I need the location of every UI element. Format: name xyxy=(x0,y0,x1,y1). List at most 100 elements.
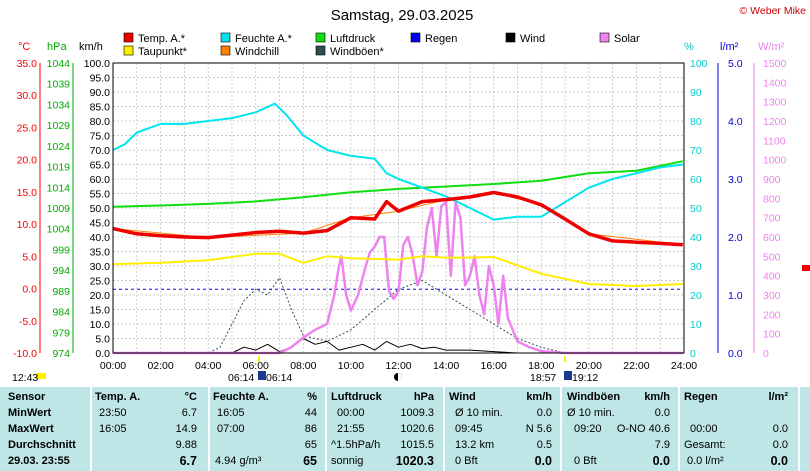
min-label: MinWert xyxy=(8,407,52,419)
legend-swatch xyxy=(220,32,231,43)
max-temp-time: 16:05 xyxy=(99,423,127,435)
max-wind-value: N 5.6 xyxy=(525,423,552,435)
legend-label: Temp. A.* xyxy=(138,33,186,45)
legend-label: Windchill xyxy=(235,46,279,58)
avg-press-trend: ^1.5hPa/h xyxy=(331,439,381,451)
wind-tick-label: 5.0 xyxy=(95,334,110,346)
max-press-value: 1020.6 xyxy=(400,423,434,435)
sunrise-icon xyxy=(258,371,266,380)
x-tick-label: 12:00 xyxy=(385,360,411,372)
max-hum-value: 86 xyxy=(304,423,317,435)
wind-tick-label: 80.0 xyxy=(90,116,111,128)
legend-swatch xyxy=(220,45,231,56)
press-tick-label: 979 xyxy=(52,327,70,339)
hum-tick-label: 0 xyxy=(690,348,696,360)
header-press-unit: hPa xyxy=(413,391,434,403)
wind-tick-label: 90.0 xyxy=(90,87,111,99)
rain-tick-label: 3.0 xyxy=(728,174,743,186)
x-tick-label: 14:00 xyxy=(433,360,459,372)
legend-label: Wind xyxy=(520,33,545,45)
current-wind-value: 0.0 xyxy=(534,454,552,468)
legend-swatch xyxy=(123,32,134,43)
press-tick-label: 1009 xyxy=(47,203,71,215)
max-temp-value: 14.9 xyxy=(175,423,197,435)
min-wind-label: Ø 10 min. xyxy=(455,407,503,419)
wind-tick-label: 85.0 xyxy=(90,102,111,114)
header-gust: Windböen xyxy=(567,391,621,403)
legend-label: Feuchte A.* xyxy=(235,33,293,45)
current-hum-value: 65 xyxy=(303,454,317,468)
current-time-label: 12:43 xyxy=(12,372,38,384)
series-taupunkt xyxy=(112,252,683,287)
temp-tick-label: 5.0 xyxy=(22,251,37,263)
wind-tick-label: 15.0 xyxy=(90,305,111,317)
x-tick-label: 24:00 xyxy=(671,360,697,372)
solar-tick-label: 1200 xyxy=(763,116,787,128)
sun-icon xyxy=(36,373,46,379)
press-tick-label: 1004 xyxy=(47,224,71,236)
wind-tick-label: 65.0 xyxy=(90,160,111,172)
temp-axis-unit: °C xyxy=(18,41,30,53)
avg-rain-label: Gesamt: xyxy=(684,439,726,451)
hum-tick-label: 10 xyxy=(690,319,702,331)
solar-tick-label: 100 xyxy=(763,329,781,341)
stats-avg-row: Durchschnitt 9.88 65 ^1.5hPa/h 1015.5 13… xyxy=(0,438,810,454)
current-press-value: 1020.3 xyxy=(395,454,434,468)
legend: Temp. A.* Feuchte A.* Luftdruck Regen Wind So… xyxy=(123,32,640,58)
legend-label: Solar xyxy=(614,33,640,45)
x-tick-label: 16:00 xyxy=(481,360,507,372)
header-temp: Temp. A. xyxy=(95,391,141,403)
press-tick-label: 1024 xyxy=(47,141,71,153)
x-tick-label: 02:00 xyxy=(147,360,173,372)
press-tick-label: 999 xyxy=(52,244,70,256)
solar-tick-label: 1300 xyxy=(763,97,787,109)
wind-tick-label: 55.0 xyxy=(90,189,111,201)
series-temp-a xyxy=(112,190,683,247)
header-hum: Feuchte A. xyxy=(213,391,269,403)
current-rain-value: 0.0 xyxy=(770,454,788,468)
solar-tick-label: 1400 xyxy=(763,77,787,89)
x-tick-label: 06:00 xyxy=(243,360,269,372)
avg-label: Durchschnitt xyxy=(8,439,76,451)
solar-tick-label: 700 xyxy=(763,213,781,225)
wind-tick-label: 35.0 xyxy=(90,247,111,259)
series-feuchte-a xyxy=(112,102,683,221)
header-wind: Wind xyxy=(449,391,476,403)
temp-tick-label: -5.0 xyxy=(19,316,37,328)
x-tick-label: 20:00 xyxy=(576,360,602,372)
x-tick-label: 04:00 xyxy=(195,360,221,372)
min-wind-value: 0.0 xyxy=(536,407,552,419)
avg-wind-value: 0.5 xyxy=(536,439,552,451)
legend-swatch xyxy=(505,32,516,43)
legend-swatch xyxy=(315,32,326,43)
rain-tick-label: 2.0 xyxy=(728,232,743,244)
avg-rain-value: 0.0 xyxy=(772,439,788,451)
solar-tick-label: 600 xyxy=(763,232,781,244)
solar-tick-label: 500 xyxy=(763,251,781,263)
solar-tick-label: 400 xyxy=(763,271,781,283)
min-hum-time: 16:05 xyxy=(217,407,245,419)
header-temp-unit: °C xyxy=(184,391,197,403)
rain-axis-unit: l/m² xyxy=(720,41,739,53)
header-sensor: Sensor xyxy=(8,391,46,403)
stats-table: Sensor Temp. A. °C Feuchte A. % Luftdruc… xyxy=(0,387,810,471)
x-tick-label: 18:00 xyxy=(528,360,554,372)
sunrise-marker-label: 06:14 xyxy=(266,372,292,384)
right-edge-marker xyxy=(800,40,810,370)
wind-tick-label: 40.0 xyxy=(90,232,111,244)
series-wind xyxy=(113,338,683,354)
current-wind-bft: 0 Bft xyxy=(455,455,478,467)
header-rain: Regen xyxy=(684,391,718,403)
header-wind-unit: km/h xyxy=(526,391,552,403)
sunset-marker-label: 19:12 xyxy=(572,372,598,384)
legend-swatch xyxy=(410,32,421,43)
temp-tick-label: -10.0 xyxy=(13,348,37,360)
current-weather: sonnig xyxy=(331,455,364,467)
press-tick-label: 1044 xyxy=(47,58,71,70)
press-tick-label: 974 xyxy=(52,348,70,360)
hum-tick-label: 20 xyxy=(690,290,702,302)
min-press-value: 1009.3 xyxy=(400,407,434,419)
moon-phase-icon xyxy=(398,373,402,381)
solar-tick-label: 0 xyxy=(763,348,769,360)
chart-title: Samstag, 29.03.2025 xyxy=(331,7,474,24)
